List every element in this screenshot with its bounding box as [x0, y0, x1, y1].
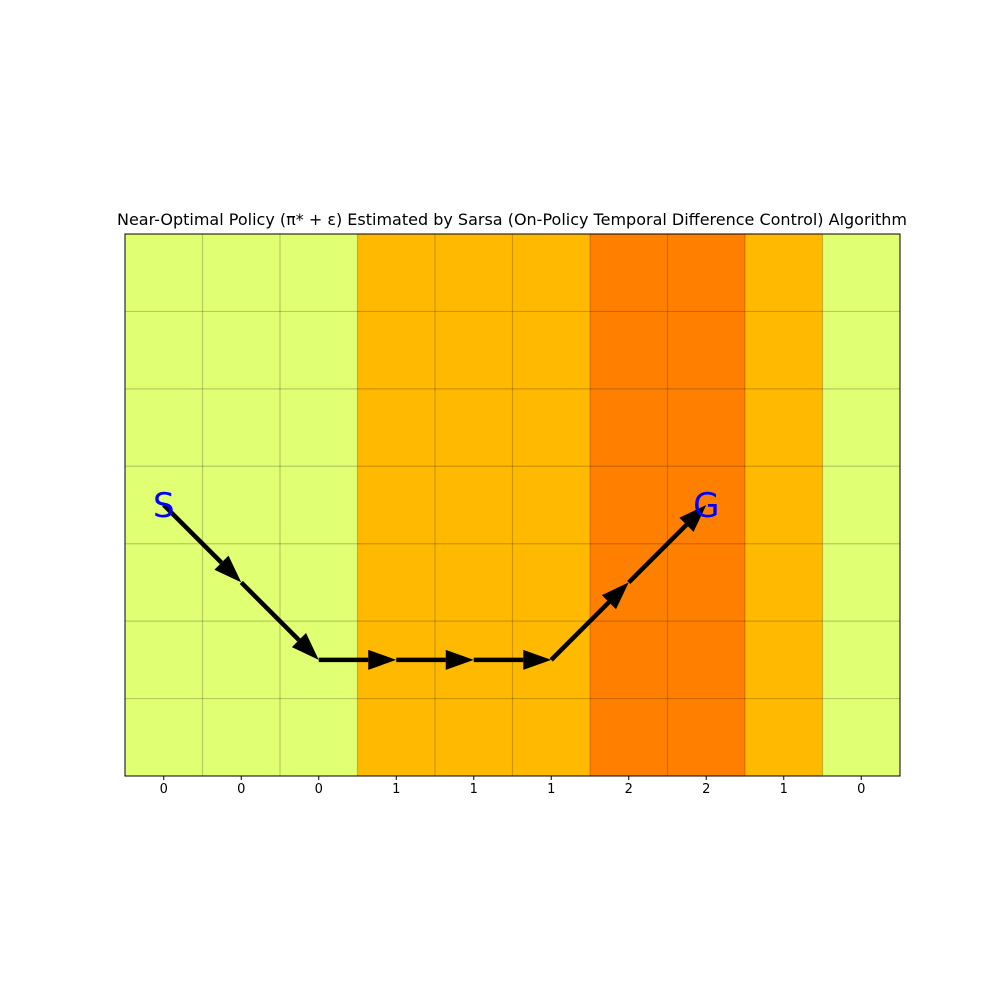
- policy-arrow-head: [445, 649, 474, 670]
- policy-arrow-head: [291, 632, 319, 660]
- policy-arrow-shaft: [627, 523, 689, 585]
- wind-column-cell: [202, 234, 281, 776]
- x-tick-label: 0: [160, 782, 168, 797]
- x-tick-label: 0: [237, 782, 245, 797]
- x-tick-label: 0: [857, 782, 865, 797]
- policy-arrow-shaft: [162, 503, 224, 565]
- x-tick-label: 0: [315, 782, 323, 797]
- policy-path: [162, 503, 707, 670]
- chart-title: Near-Optimal Policy (π* + ε) Estimated b…: [117, 210, 907, 229]
- goal-marker: G: [693, 486, 719, 526]
- wind-column-cell: [435, 234, 513, 776]
- wind-column-cell: [512, 234, 591, 776]
- wind-cells: [125, 234, 901, 776]
- wind-column-cell: [822, 234, 901, 776]
- policy-arrow-shaft: [549, 600, 611, 662]
- wind-column-cell: [280, 234, 358, 776]
- x-tick-label: 1: [470, 782, 478, 797]
- wind-column-cell: [667, 234, 746, 776]
- wind-column-cell: [590, 234, 668, 776]
- x-tick-label: 1: [392, 782, 400, 797]
- policy-arrow-head: [368, 649, 397, 670]
- x-tick-label: 1: [547, 782, 555, 797]
- wind-column-cell: [745, 234, 823, 776]
- wind-column-cell: [357, 234, 436, 776]
- policy-arrow-head: [601, 582, 629, 610]
- x-tick-label: 1: [780, 782, 788, 797]
- start-marker: S: [153, 486, 175, 526]
- policy-arrow-head: [214, 555, 242, 583]
- x-axis-ticks: 0 0 0 1 1 1 2 2 1 0: [160, 776, 865, 797]
- grid-lines: [125, 234, 900, 776]
- x-tick-label: 2: [625, 782, 633, 797]
- policy-arrow-head: [679, 505, 707, 532]
- policy-arrow-shaft: [239, 580, 301, 642]
- x-tick-label: 2: [702, 782, 710, 797]
- policy-arrow-head: [523, 649, 552, 670]
- plot-frame: [124, 233, 901, 777]
